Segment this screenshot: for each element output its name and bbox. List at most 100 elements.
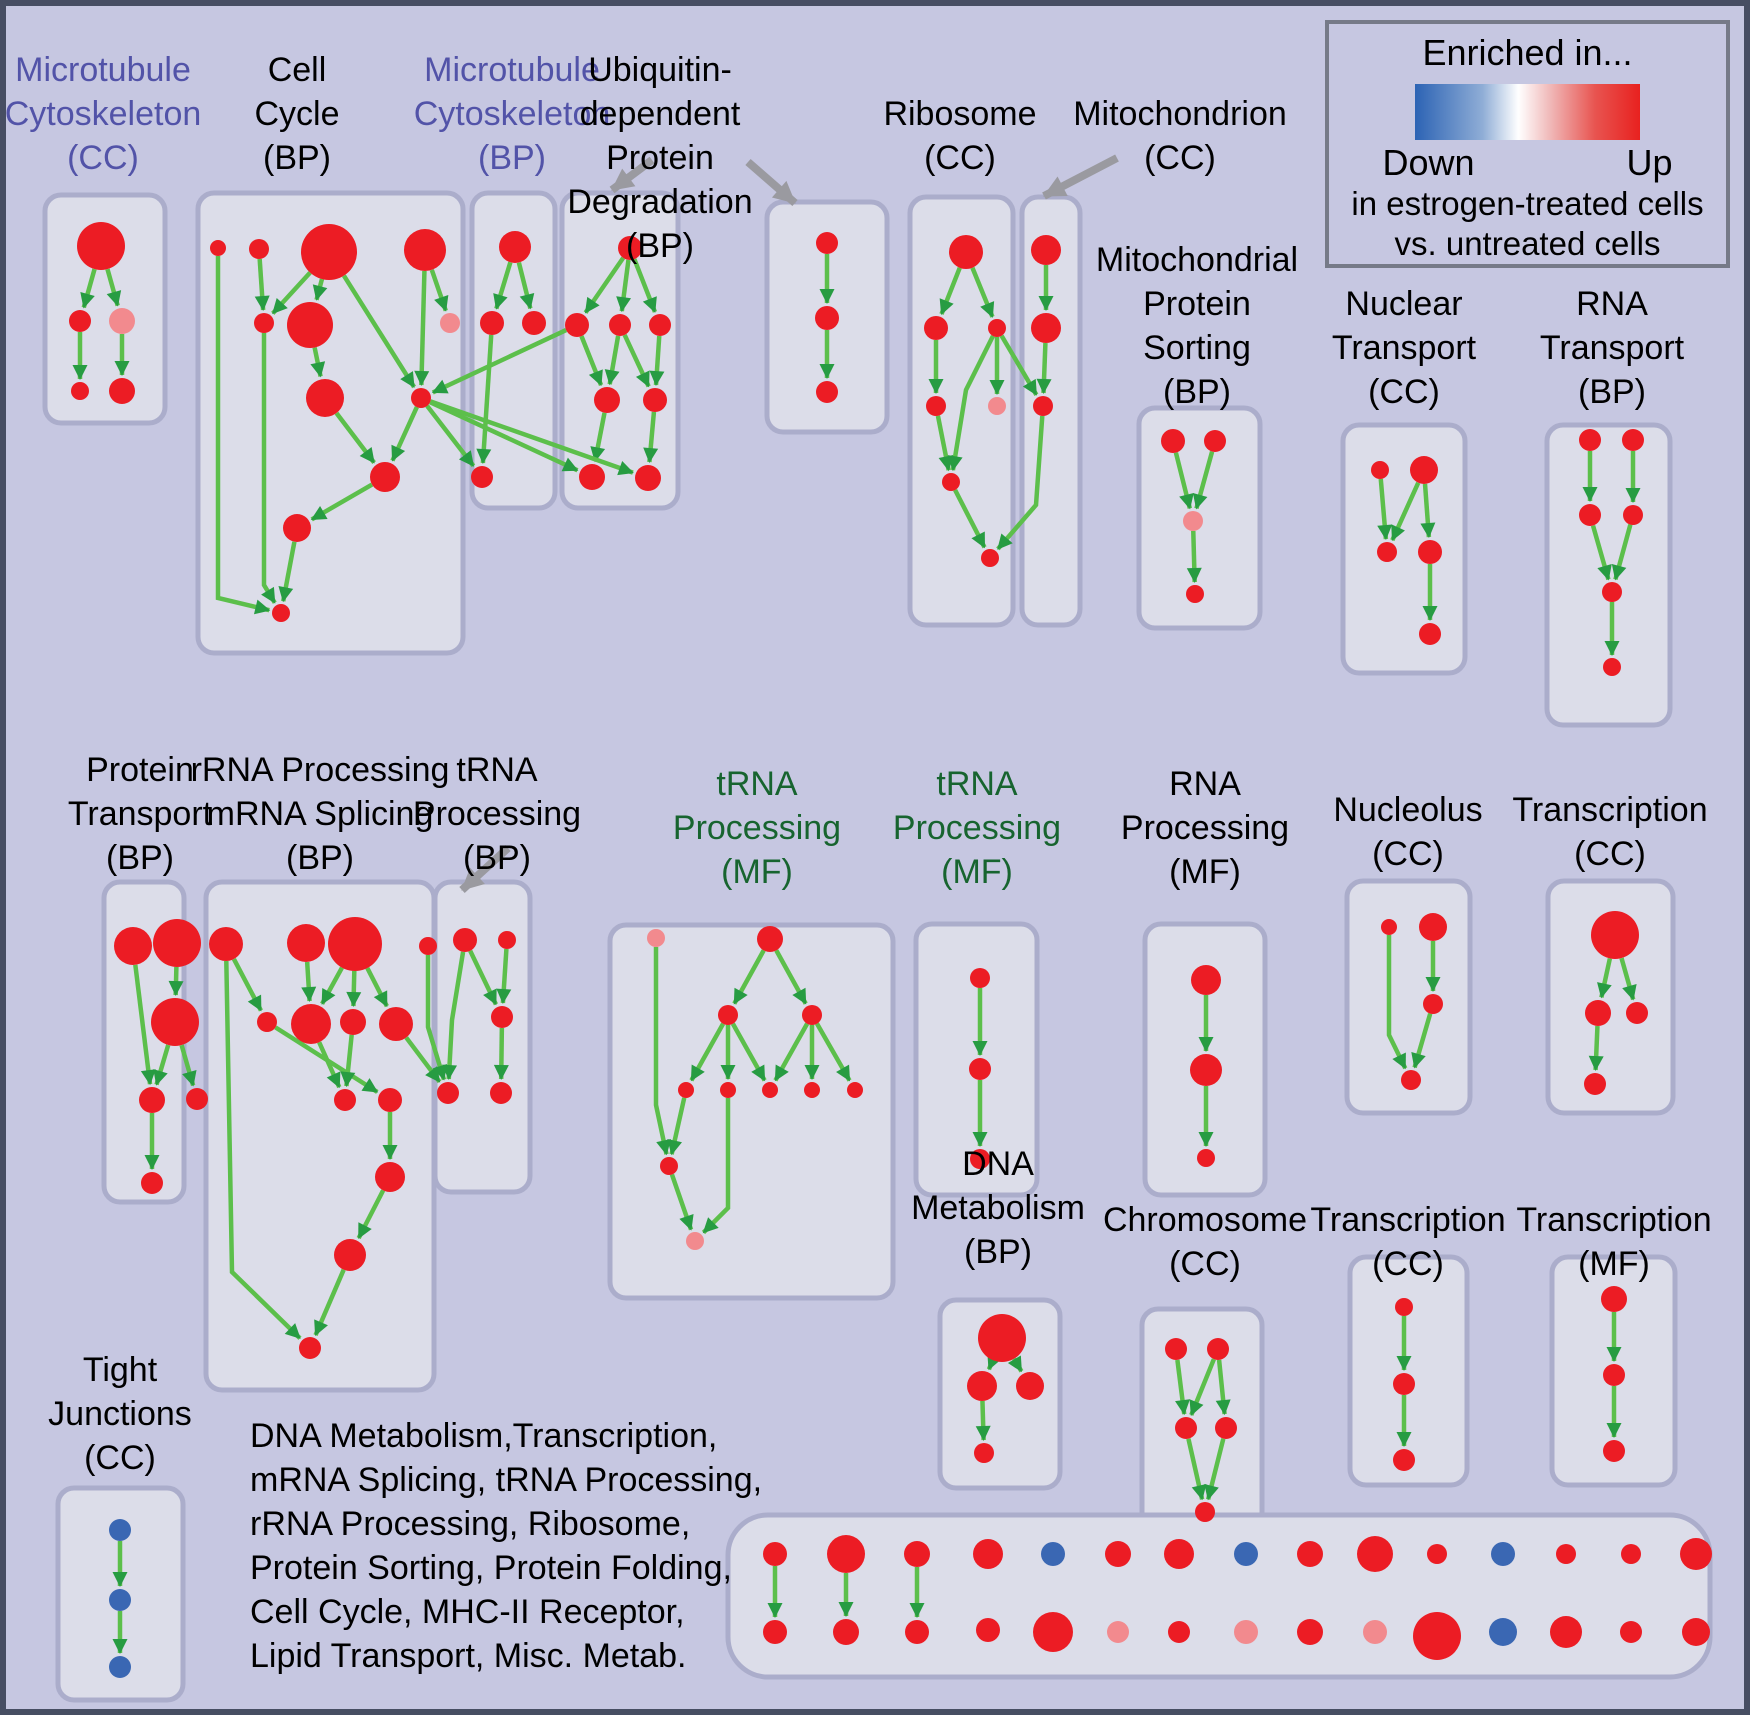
cross-edge (404, 1036, 442, 1084)
edge-trna-mf1 (653, 947, 671, 1156)
gene-set-node (1556, 1544, 1576, 1564)
gene-set-node (815, 306, 839, 330)
edge-rrna (224, 960, 302, 1340)
cluster-label: Transcription (1516, 1201, 1711, 1239)
cluster-label: (CC) (84, 1439, 156, 1477)
edge-mt-bp (476, 334, 494, 465)
cluster-label: (BP) (1578, 373, 1646, 411)
cluster-label: (BP) (106, 839, 174, 877)
gene-set-node (847, 1082, 863, 1098)
edge-pt (133, 964, 156, 1086)
gene-set-node (1622, 429, 1644, 451)
gene-set-node (141, 1172, 163, 1194)
gene-set-node (579, 464, 605, 490)
edge-chromosome (1186, 1438, 1207, 1501)
edge-rrna (340, 1034, 356, 1088)
edge-rrna (346, 970, 362, 1008)
cluster-label: (BP) (1163, 373, 1231, 411)
edge-cell-cycle (278, 541, 297, 603)
gene-set-node (1033, 1612, 1073, 1652)
cluster-label: dependent (580, 95, 741, 133)
gene-set-node (1204, 430, 1226, 452)
gene-set-node (804, 1082, 820, 1098)
gene-set-node (287, 924, 325, 962)
gene-set-node (1164, 1539, 1194, 1569)
gene-set-node (334, 1239, 366, 1271)
gene-set-node (291, 1004, 331, 1044)
gene-set-node (970, 968, 990, 988)
cross-edge (425, 404, 476, 468)
cluster-box-misc (725, 1512, 1713, 1680)
gene-set-node (720, 1082, 736, 1098)
gene-set-node (411, 388, 431, 408)
cluster-label: (CC) (1372, 835, 1444, 873)
gene-set-node (1195, 1502, 1215, 1522)
cluster-label: (CC) (1372, 1245, 1444, 1283)
gene-set-node (379, 1007, 413, 1041)
gene-set-node (757, 926, 783, 952)
gene-set-node (1393, 1373, 1415, 1395)
cluster-label: (BP) (478, 139, 546, 177)
gene-set-node (718, 1005, 738, 1025)
gene-set-node (816, 232, 838, 254)
gene-set-node (77, 222, 125, 270)
gene-set-node (969, 1058, 991, 1080)
cluster-label: Processing (893, 809, 1061, 847)
edge-chromosome (1189, 1358, 1216, 1416)
gene-set-node (1393, 1449, 1415, 1471)
edge-trans-cc2 (1619, 957, 1637, 1001)
gene-set-node (1168, 1621, 1190, 1643)
edge-trans-cc2 (1588, 1025, 1604, 1072)
edge-ubiq1 (643, 411, 659, 464)
gene-set-node (209, 927, 243, 961)
cluster-label: Cytoskeleton (414, 95, 611, 133)
cluster-label: Processing (673, 809, 841, 847)
edge-cell-cycle (390, 406, 419, 462)
gene-set-node (1419, 623, 1441, 645)
cross-edge (999, 334, 1039, 396)
gene-set-node (816, 381, 838, 403)
gene-set-node (499, 231, 531, 263)
gene-set-node (1620, 1621, 1642, 1643)
edge-trna-mf1 (730, 1022, 767, 1082)
gene-set-node (1603, 658, 1621, 676)
cluster-label: Transcription (1512, 791, 1707, 829)
edge-nucleolus (1411, 1012, 1433, 1069)
edge-trna-mf1 (732, 949, 766, 1005)
gene-set-node (802, 1005, 822, 1025)
cluster-label: mRNA Splicing (207, 795, 434, 833)
cluster-label: Mitochondrial (1096, 241, 1298, 279)
edge-cell-cycle (310, 347, 326, 378)
edge-ubiq1 (590, 412, 607, 463)
edge-mito (1036, 342, 1052, 395)
gene-set-node (1621, 1544, 1641, 1564)
gene-set-node (1377, 542, 1397, 562)
cluster-label: Junctions (48, 1395, 192, 1433)
gene-set-node (522, 311, 546, 335)
gene-set-node (1107, 1621, 1129, 1643)
gene-set-node (649, 314, 671, 336)
misc-text-line: DNA Metabolism,Transcription, (250, 1417, 718, 1455)
gene-set-node (1183, 511, 1203, 531)
cluster-label: Protein (606, 139, 714, 177)
legend-title: Enriched in... (1422, 32, 1633, 73)
gene-set-node (904, 1541, 930, 1567)
gene-set-node (71, 382, 89, 400)
edge-trna-mf1 (815, 1022, 852, 1082)
gene-set-node (1418, 540, 1442, 564)
gene-set-node (249, 239, 269, 259)
cluster-label: (CC) (1368, 373, 1440, 411)
gene-set-node (976, 1618, 1000, 1642)
cluster-label: (MF) (1169, 853, 1241, 891)
gene-set-node (1591, 911, 1639, 959)
edge-dna-met (1007, 1355, 1024, 1373)
cross-edge (431, 328, 568, 395)
cluster-label: Cytoskeleton (5, 95, 202, 133)
gene-set-node (419, 937, 437, 955)
gene-set-node (988, 319, 1006, 337)
cluster-box-nuct (1340, 422, 1468, 676)
gene-set-node (1033, 396, 1053, 416)
label-pointer-arrow (609, 156, 655, 194)
cluster-label: (CC) (67, 139, 139, 177)
gene-set-node (565, 313, 589, 337)
